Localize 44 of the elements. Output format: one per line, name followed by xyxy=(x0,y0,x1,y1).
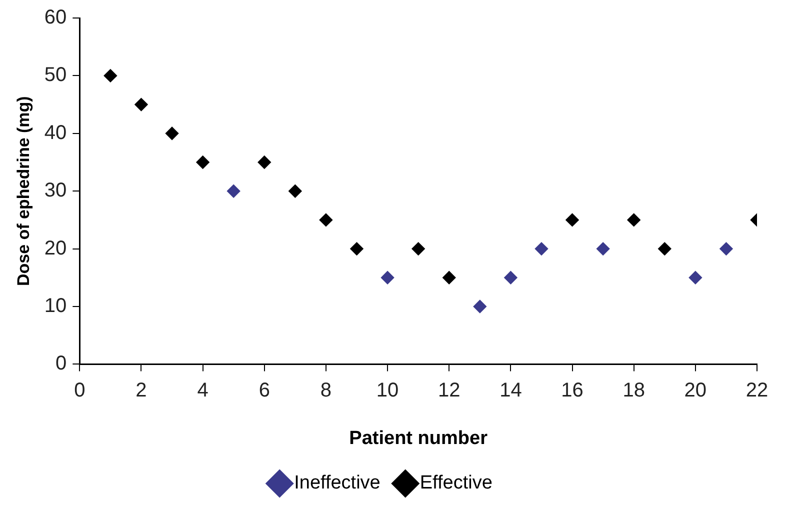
point xyxy=(596,242,610,256)
point xyxy=(412,242,425,256)
x-tick-label: 8 xyxy=(320,380,332,402)
point xyxy=(658,242,672,256)
legend-label: Ineffective xyxy=(294,472,380,494)
x-tick-label: 2 xyxy=(136,380,147,402)
point xyxy=(566,213,579,227)
x-tick-label: 18 xyxy=(622,380,645,402)
legend-label: Effective xyxy=(420,472,492,494)
y-tick-label: 40 xyxy=(44,122,67,144)
point xyxy=(258,156,271,169)
point xyxy=(134,98,148,112)
y-tick-label: 0 xyxy=(56,352,67,375)
point xyxy=(534,242,548,256)
point xyxy=(720,242,733,256)
x-tick-label: 14 xyxy=(500,380,522,402)
x-tick-label: 20 xyxy=(684,380,707,402)
x-tick-label: 10 xyxy=(376,380,399,402)
x-tick-label: 0 xyxy=(74,380,86,402)
point xyxy=(688,271,702,284)
point xyxy=(380,271,394,284)
point xyxy=(442,271,456,284)
point xyxy=(350,242,364,256)
point xyxy=(165,126,179,140)
y-tick-label: 60 xyxy=(44,6,67,29)
point xyxy=(226,184,240,198)
x-tick-label: 4 xyxy=(197,380,208,402)
y-axis-title: Dose of ephedrine (mg) xyxy=(14,96,33,286)
y-tick-label: 50 xyxy=(44,64,67,86)
y-tick-label: 10 xyxy=(44,295,67,318)
y-tick-label: 20 xyxy=(44,237,67,260)
point xyxy=(473,300,486,314)
x-axis-title: Patient number xyxy=(349,428,488,449)
point xyxy=(196,156,210,169)
point xyxy=(104,69,118,82)
y-tick-label: 30 xyxy=(44,180,67,202)
point xyxy=(627,213,640,227)
x-tick-label: 22 xyxy=(746,380,768,402)
point xyxy=(319,213,333,227)
x-tick-label: 16 xyxy=(561,380,584,402)
point xyxy=(504,271,518,284)
x-tick-label: 6 xyxy=(258,380,270,402)
point xyxy=(288,184,302,198)
x-tick-label: 12 xyxy=(438,380,460,402)
